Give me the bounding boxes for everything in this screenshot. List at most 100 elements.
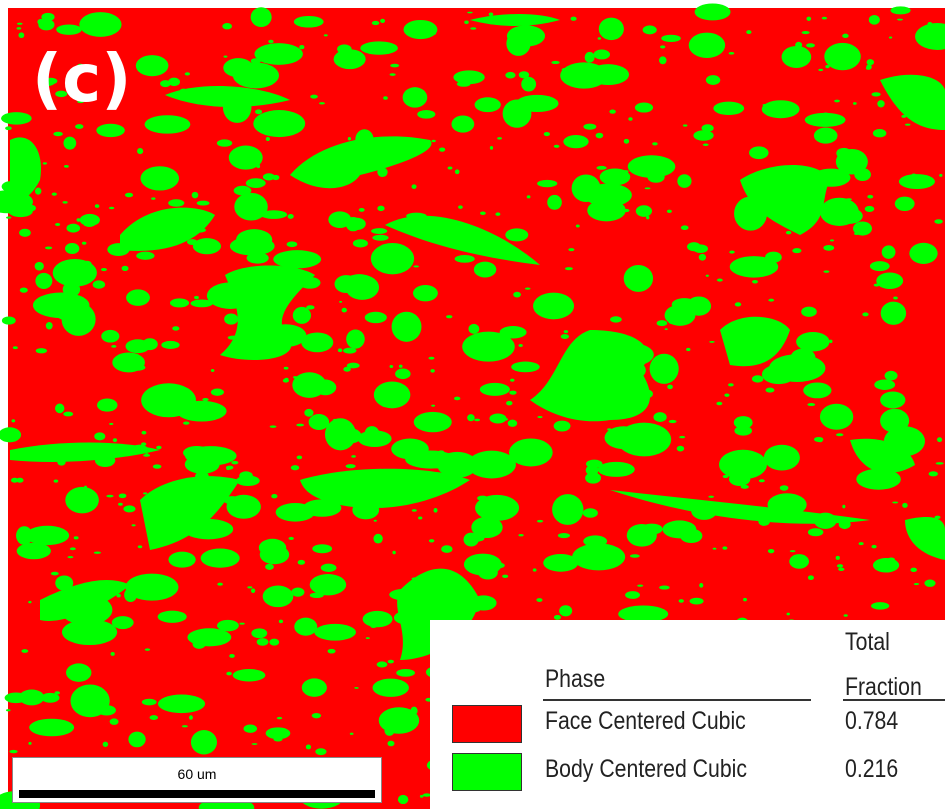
bcc-particle (41, 13, 54, 21)
bcc-particle (395, 369, 411, 380)
bcc-particle (882, 245, 896, 259)
bcc-particle (660, 45, 665, 48)
bcc-particle (270, 425, 277, 427)
bcc-particle (533, 568, 537, 571)
bcc-particle (365, 506, 373, 515)
bcc-particle (142, 338, 158, 350)
bcc-particle (939, 174, 942, 177)
bcc-particle (467, 451, 516, 479)
bcc-particle (185, 72, 190, 75)
bcc-particle (185, 446, 236, 465)
bcc-particle (372, 235, 388, 241)
bcc-particle (252, 743, 258, 745)
bcc-particle (183, 519, 233, 539)
bcc-particle (70, 547, 76, 550)
bcc-particle (324, 34, 328, 36)
bcc-particle (511, 362, 540, 373)
bcc-particle (844, 614, 848, 617)
bcc-particle (645, 187, 651, 189)
bcc-particle (789, 554, 809, 569)
bcc-particle (231, 461, 238, 465)
bcc-particle (79, 12, 121, 37)
scale-bar: 60 um (12, 757, 382, 803)
bcc-particle (871, 602, 889, 609)
bcc-particle (630, 554, 640, 558)
bcc-particle (153, 464, 162, 468)
bcc-particle (583, 508, 598, 518)
bcc-particle (792, 248, 801, 253)
bcc-particle (559, 605, 572, 616)
bcc-particle (899, 174, 935, 189)
bcc-particle (75, 124, 83, 129)
bcc-particle (265, 564, 274, 570)
bcc-particle (552, 494, 583, 525)
bcc-particle (82, 242, 86, 245)
bcc-particle (734, 347, 738, 350)
bcc-particle (29, 719, 74, 737)
bcc-particle (170, 298, 189, 307)
bcc-particle (289, 537, 294, 540)
bcc-particle (2, 316, 16, 324)
bcc-particle (641, 524, 663, 535)
bcc-particle (780, 485, 789, 490)
bcc-particle (374, 381, 411, 408)
bcc-particle (101, 268, 107, 271)
bcc-particle (490, 146, 493, 150)
bcc-particle (234, 186, 252, 196)
bcc-particle (576, 224, 580, 227)
bcc-particle (226, 672, 231, 676)
bcc-particle (21, 649, 28, 653)
bcc-particle (348, 218, 366, 230)
bcc-particle (377, 206, 384, 211)
bcc-particle (905, 124, 910, 126)
bcc-particle (310, 593, 324, 598)
bcc-particle (808, 575, 814, 580)
bcc-particle (377, 167, 387, 177)
bcc-particle (354, 687, 358, 689)
bcc-particle (284, 378, 288, 381)
bcc-particle (543, 554, 578, 572)
bcc-particle (824, 43, 861, 70)
bcc-particle (823, 245, 834, 251)
bcc-particle (19, 229, 31, 237)
bcc-particle (310, 574, 347, 595)
bcc-particle (145, 115, 191, 133)
bcc-particle (161, 586, 176, 594)
bcc-particle (601, 65, 607, 69)
phase-fraction: 0.784 (845, 707, 898, 736)
bcc-particle (914, 583, 919, 585)
bcc-particle (901, 115, 906, 118)
bcc-particle (277, 717, 282, 719)
bcc-particle (729, 52, 735, 55)
bcc-particle (653, 412, 666, 422)
bcc-particle (867, 195, 873, 199)
bcc-particle (596, 133, 604, 139)
bcc-particle (709, 341, 714, 343)
bcc-particle (343, 429, 362, 443)
bcc-particle (722, 546, 727, 549)
bcc-particle (467, 12, 472, 14)
bcc-particle (454, 397, 460, 401)
bcc-particle (842, 505, 845, 509)
bcc-particle (255, 109, 262, 114)
bcc-particle (837, 564, 843, 568)
bcc-particle (109, 207, 114, 209)
bcc-particle (251, 628, 267, 638)
bcc-particle (431, 405, 435, 407)
bcc-particle (54, 479, 59, 482)
bcc-particle (63, 412, 73, 417)
bcc-particle (719, 450, 767, 480)
bcc-particle (412, 509, 417, 512)
bcc-particle (730, 256, 778, 278)
bcc-particle (552, 368, 599, 392)
bcc-particle (265, 313, 269, 317)
bcc-particle (787, 613, 790, 616)
bcc-particle (63, 137, 76, 150)
bcc-particle (288, 214, 294, 219)
bcc-particle (296, 424, 304, 427)
bcc-particle (458, 205, 463, 209)
bcc-particle (13, 346, 18, 349)
bcc-particle (752, 280, 758, 283)
bcc-particle (587, 199, 626, 221)
bcc-particle (871, 92, 880, 96)
